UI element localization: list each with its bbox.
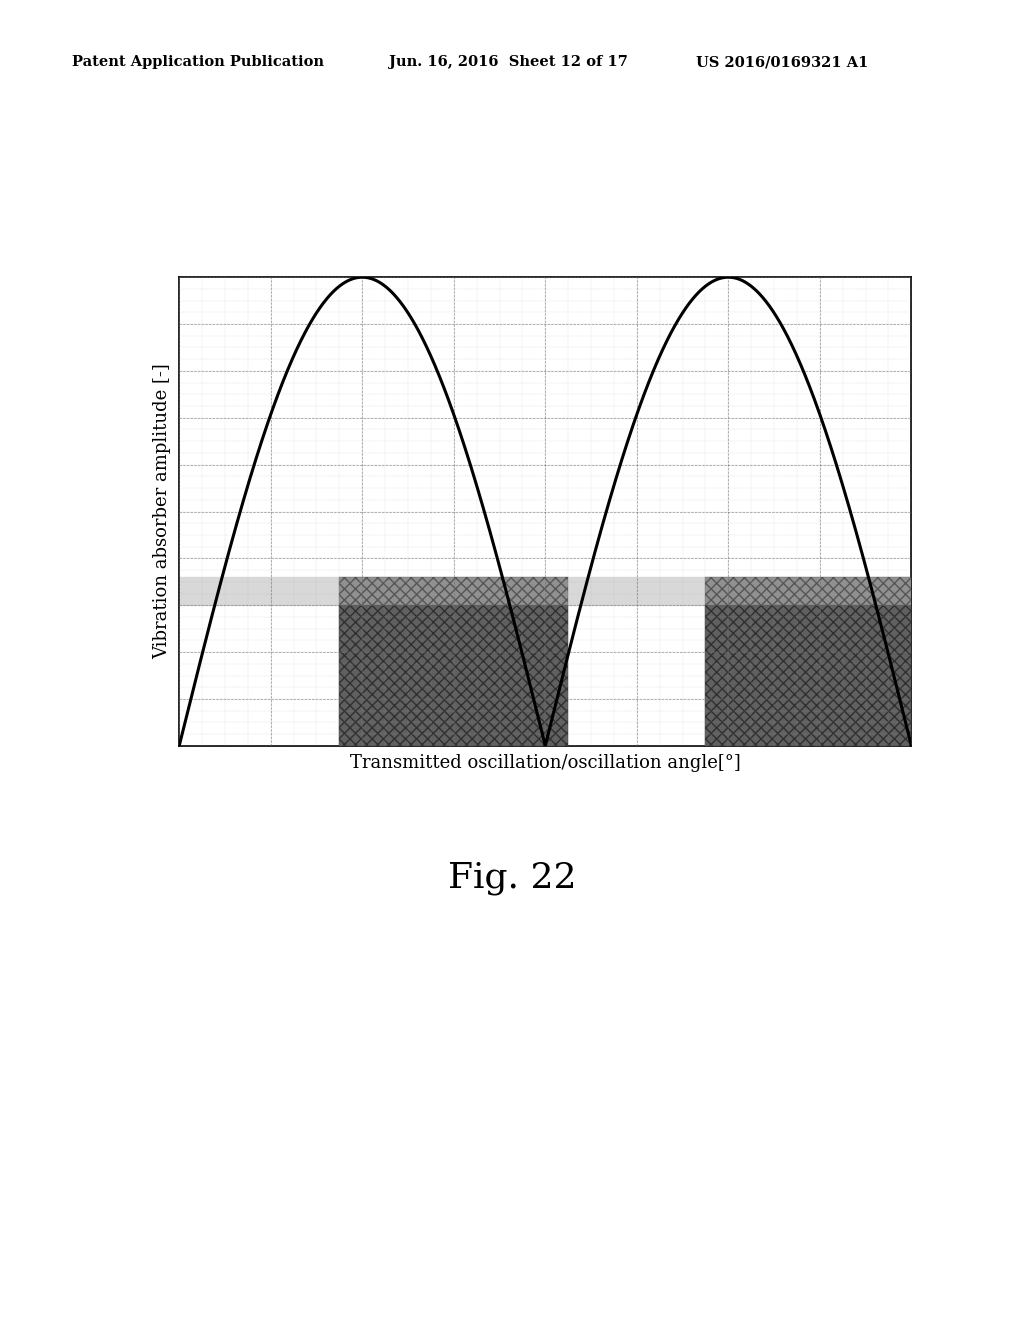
Text: Patent Application Publication: Patent Application Publication	[72, 55, 324, 70]
Y-axis label: Vibration absorber amplitude [-]: Vibration absorber amplitude [-]	[153, 363, 171, 660]
Bar	[179, 577, 911, 605]
Text: Jun. 16, 2016  Sheet 12 of 17: Jun. 16, 2016 Sheet 12 of 17	[389, 55, 628, 70]
Bar	[339, 605, 568, 746]
X-axis label: Transmitted oscillation/oscillation angle[°]: Transmitted oscillation/oscillation angl…	[350, 754, 740, 772]
Bar	[706, 577, 911, 605]
Bar	[706, 605, 911, 746]
Text: US 2016/0169321 A1: US 2016/0169321 A1	[696, 55, 868, 70]
Bar	[339, 577, 568, 605]
Text: Fig. 22: Fig. 22	[447, 861, 577, 895]
